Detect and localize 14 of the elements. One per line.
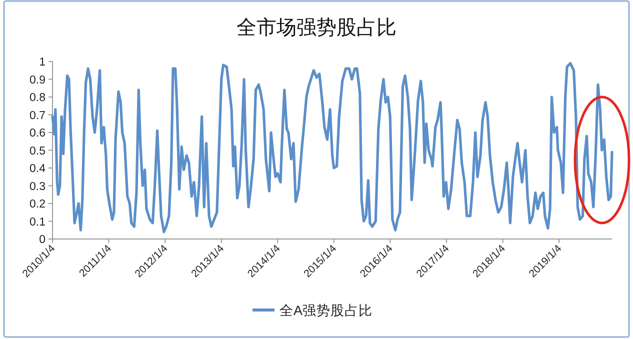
line-series [51,62,614,234]
y-tick-label: 0.9 [30,74,46,86]
y-tick-label: 0.7 [30,110,46,122]
y-tick-label: 0.8 [30,92,46,104]
chart-title: 全市场强势股占比 [236,17,396,39]
y-tick-label: 0 [39,234,46,246]
y-tick-label: 0.2 [30,198,46,210]
y-tick-label: 0.6 [30,128,46,140]
legend-label: 全A强势股占比 [280,303,373,318]
y-tick-label: 0.5 [30,145,46,158]
y-tick-label: 1 [39,56,46,68]
y-tick-label: 0.3 [30,180,46,193]
y-tick-label: 0.4 [30,163,46,175]
y-tick-label: 0.1 [30,216,46,228]
